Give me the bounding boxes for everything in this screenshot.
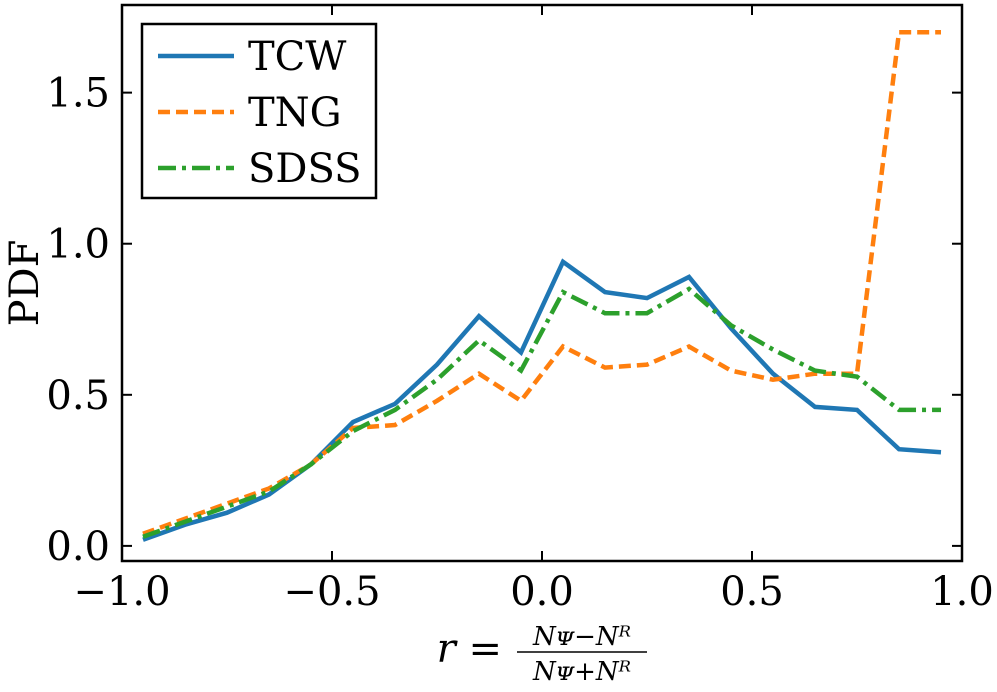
legend-label-tcw: TCW bbox=[248, 34, 346, 80]
ticks-layer: −1.0 −0.5 0.0 0.5 1.0 0.0 0.5 1.0 1.5 bbox=[46, 5, 994, 615]
series-line-sdss bbox=[142, 286, 941, 539]
x-tick-label: 1.0 bbox=[930, 569, 994, 615]
series-line-tng bbox=[142, 29, 941, 536]
labels-layer: PDF r = Nᴪ−Nᴿ Nᴪ+Nᴿ bbox=[2, 240, 647, 687]
y-tick-label: 0.0 bbox=[46, 524, 110, 570]
legend-label-tng: TNG bbox=[248, 90, 342, 136]
y-tick-label: 0.5 bbox=[46, 373, 110, 419]
x-tick-label: 0.0 bbox=[510, 569, 574, 615]
x-axis-label-denominator: Nᴪ+Nᴿ bbox=[532, 657, 631, 687]
y-axis-label: PDF bbox=[2, 240, 48, 327]
y-tick-label: 1.0 bbox=[46, 222, 110, 268]
x-axis-label: r = Nᴪ−Nᴿ Nᴪ+Nᴿ bbox=[437, 622, 647, 687]
legend: TCW TNG SDSS bbox=[140, 22, 378, 200]
y-tick-label: 1.5 bbox=[46, 71, 110, 117]
x-tick-label: −0.5 bbox=[283, 569, 380, 615]
x-axis-label-numerator: Nᴪ−Nᴿ bbox=[532, 622, 631, 652]
series-layer bbox=[142, 29, 942, 542]
x-tick-label: −1.0 bbox=[73, 569, 170, 615]
x-axis-label-prefix: r = bbox=[437, 626, 502, 672]
series-line-tcw bbox=[142, 258, 942, 542]
legend-label-sdss: SDSS bbox=[248, 146, 362, 192]
x-tick-label: 0.5 bbox=[720, 569, 784, 615]
